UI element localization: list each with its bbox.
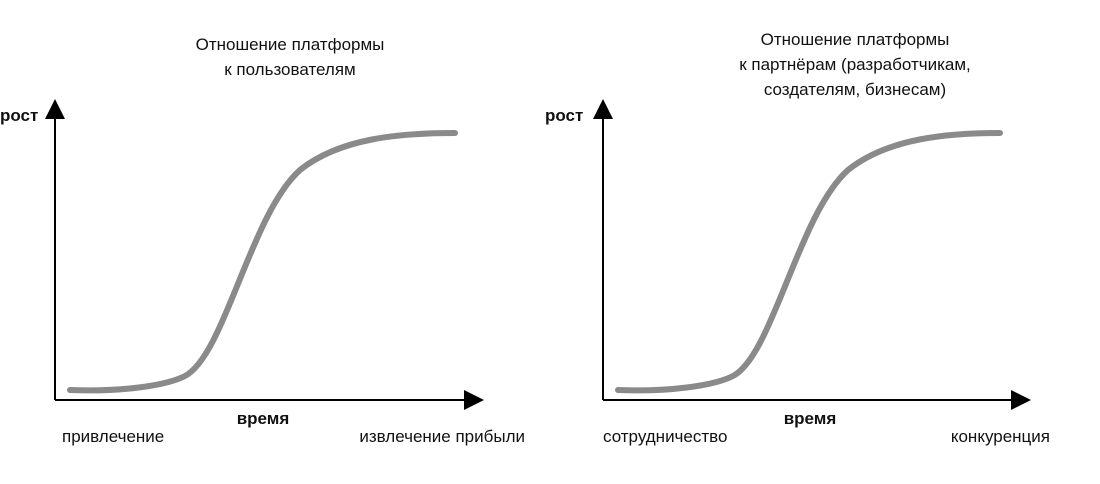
y-label: рост: [0, 106, 38, 125]
end-label: конкуренция: [951, 427, 1050, 446]
panel-right: Отношение платформы к партнёрам (разрабо…: [545, 30, 1050, 446]
start-label: сотрудничество: [603, 427, 727, 446]
end-label: извлечение прибыли: [359, 427, 525, 446]
s-curve: [67, 130, 458, 394]
s-curve: [615, 130, 1003, 394]
x-label: время: [784, 409, 837, 428]
title-line: Отношение платформы: [761, 30, 950, 49]
y-label: рост: [545, 106, 583, 125]
title-line: к пользователям: [224, 60, 356, 79]
title-line: создателям, бизнесам): [764, 80, 946, 99]
title-line: к партнёрам (разработчикам,: [739, 55, 971, 74]
x-label: время: [237, 409, 290, 428]
start-label: привлечение: [62, 427, 164, 446]
title-line: Отношение платформы: [196, 35, 385, 54]
panel-left: Отношение платформы к пользователям рост…: [0, 35, 525, 446]
